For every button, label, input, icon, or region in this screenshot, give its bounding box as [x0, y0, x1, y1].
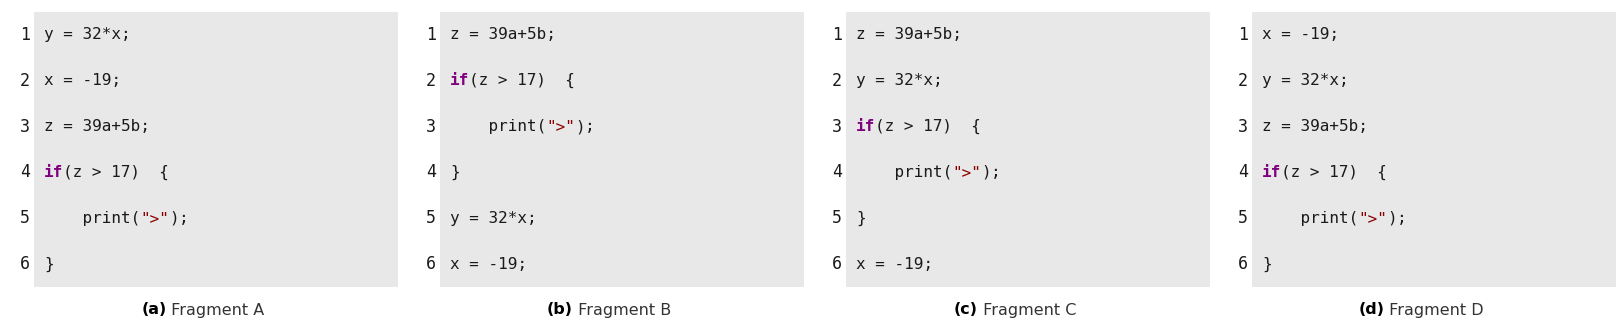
Text: (d): (d)	[1357, 302, 1383, 317]
Text: }: }	[450, 165, 459, 180]
Text: Fragment D: Fragment D	[1383, 302, 1483, 317]
Text: print(: print(	[44, 211, 140, 226]
Text: print(: print(	[450, 119, 545, 134]
Text: (z > 17)  {: (z > 17) {	[1281, 165, 1386, 180]
Text: z = 39a+5b;: z = 39a+5b;	[1261, 119, 1367, 134]
Text: ): )	[980, 165, 990, 180]
Text: 3: 3	[425, 118, 435, 135]
Text: (a): (a)	[141, 302, 167, 317]
Bar	[1251, 12, 1615, 287]
Text: 1: 1	[831, 26, 841, 44]
Text: print(: print(	[1261, 211, 1357, 226]
Text: if: if	[450, 73, 469, 88]
Text: print(: print(	[855, 165, 951, 180]
Text: if: if	[44, 165, 63, 180]
Text: }: }	[855, 210, 865, 226]
Text: Fragment C: Fragment C	[977, 302, 1076, 317]
Text: z = 39a+5b;: z = 39a+5b;	[855, 28, 961, 42]
Text: ">": ">"	[140, 211, 169, 226]
Text: 1: 1	[1237, 26, 1246, 44]
Text: 4: 4	[831, 163, 841, 181]
Text: ;: ;	[179, 211, 188, 226]
Text: ">": ">"	[951, 165, 980, 180]
Text: y = 32*x;: y = 32*x;	[44, 28, 130, 42]
Text: 5: 5	[19, 209, 29, 227]
Text: x = -19;: x = -19;	[44, 73, 122, 88]
Text: y = 32*x;: y = 32*x;	[450, 211, 536, 226]
Text: 4: 4	[425, 163, 435, 181]
Text: 3: 3	[1237, 118, 1246, 135]
Text: 1: 1	[19, 26, 29, 44]
Text: ): )	[169, 211, 179, 226]
Text: ): )	[1386, 211, 1396, 226]
Text: 4: 4	[19, 163, 29, 181]
Text: if: if	[1261, 165, 1281, 180]
Text: 3: 3	[831, 118, 841, 135]
Text: x = -19;: x = -19;	[855, 257, 933, 272]
Text: 5: 5	[831, 209, 841, 227]
Text: x = -19;: x = -19;	[450, 257, 527, 272]
Text: 6: 6	[831, 255, 841, 273]
Bar	[846, 12, 1209, 287]
Text: }: }	[44, 257, 54, 272]
Text: 5: 5	[1237, 209, 1246, 227]
Text: Fragment A: Fragment A	[167, 302, 265, 317]
Text: (b): (b)	[547, 302, 573, 317]
Text: 6: 6	[19, 255, 29, 273]
Text: 5: 5	[425, 209, 435, 227]
Text: z = 39a+5b;: z = 39a+5b;	[44, 119, 149, 134]
Text: 2: 2	[1237, 72, 1246, 90]
Text: 2: 2	[831, 72, 841, 90]
Text: y = 32*x;: y = 32*x;	[1261, 73, 1347, 88]
Text: 2: 2	[19, 72, 29, 90]
Text: (z > 17)  {: (z > 17) {	[469, 73, 575, 88]
Text: z = 39a+5b;: z = 39a+5b;	[450, 28, 555, 42]
Text: (c): (c)	[953, 302, 977, 317]
Text: ;: ;	[584, 119, 594, 134]
Text: (z > 17)  {: (z > 17) {	[875, 119, 980, 134]
Text: 2: 2	[425, 72, 435, 90]
Text: 4: 4	[1237, 163, 1246, 181]
Text: ">": ">"	[1357, 211, 1386, 226]
Text: 3: 3	[19, 118, 29, 135]
Text: 6: 6	[1237, 255, 1246, 273]
Text: ;: ;	[990, 165, 1000, 180]
Text: 6: 6	[425, 255, 435, 273]
Text: ): )	[575, 119, 584, 134]
Text: ">": ">"	[545, 119, 575, 134]
Text: 1: 1	[425, 26, 435, 44]
Text: y = 32*x;: y = 32*x;	[855, 73, 941, 88]
Bar	[34, 12, 398, 287]
Text: if: if	[855, 119, 875, 134]
Bar	[440, 12, 803, 287]
Text: Fragment B: Fragment B	[573, 302, 670, 317]
Text: (z > 17)  {: (z > 17) {	[63, 165, 169, 180]
Text: x = -19;: x = -19;	[1261, 28, 1339, 42]
Text: }: }	[1261, 257, 1271, 272]
Text: ;: ;	[1396, 211, 1406, 226]
